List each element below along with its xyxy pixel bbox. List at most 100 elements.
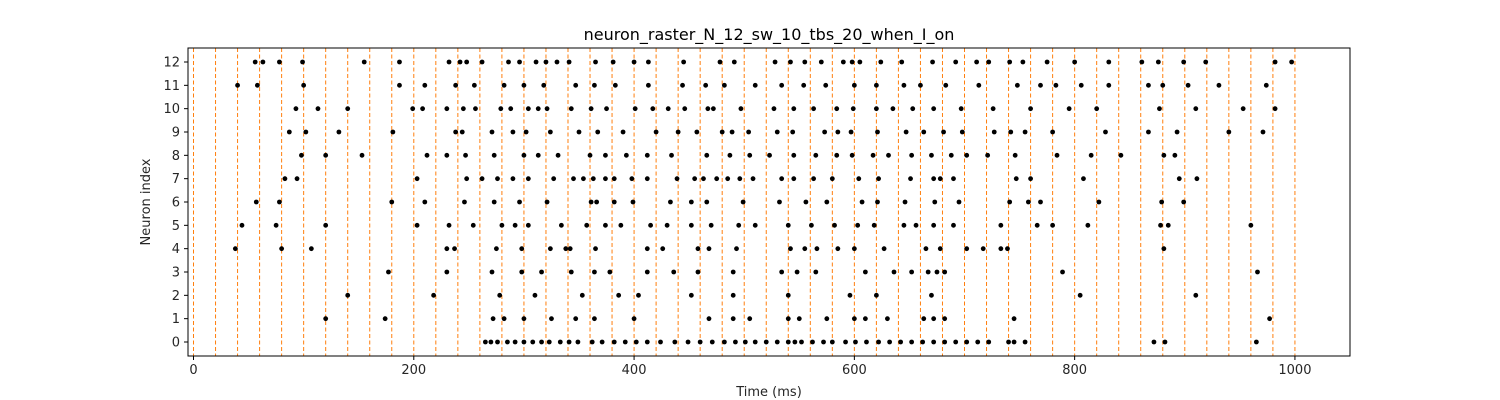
spike-point: [558, 222, 564, 228]
spike-point: [446, 59, 452, 65]
spike-point: [752, 82, 758, 88]
spike-point: [891, 269, 897, 275]
spike-point: [942, 269, 948, 275]
spike-point: [913, 222, 919, 228]
spike-point: [459, 129, 465, 135]
y-tick-label: 9: [172, 126, 180, 141]
spike-point: [918, 82, 923, 88]
spike-point: [668, 199, 673, 205]
spike-point: [1034, 222, 1040, 228]
spike-point: [665, 106, 671, 112]
spike-point: [648, 222, 653, 228]
spike-point: [535, 106, 541, 112]
spike-point: [774, 339, 780, 345]
spike-point: [752, 222, 758, 228]
spike-point: [853, 339, 858, 345]
spike-point: [1162, 339, 1168, 345]
spike-point: [551, 176, 557, 182]
spike-point: [898, 339, 904, 345]
spike-point: [595, 129, 601, 135]
spike-point: [671, 269, 677, 275]
spike-point: [695, 246, 701, 252]
spike-point: [736, 222, 742, 228]
spike-point: [557, 339, 563, 345]
spike-point: [422, 199, 428, 205]
spike-point: [779, 176, 785, 182]
spike-point: [813, 152, 819, 158]
spike-point: [856, 176, 862, 182]
spike-point: [921, 316, 927, 322]
spike-point: [1094, 106, 1100, 112]
spike-point: [725, 176, 731, 182]
spike-point: [730, 269, 736, 275]
spike-point: [633, 339, 639, 345]
spike-point: [685, 339, 691, 345]
spike-point: [533, 59, 539, 65]
spike-point: [701, 176, 706, 182]
spike-point: [731, 59, 737, 65]
chart-title: neuron_raster_N_12_sw_10_tbs_20_when_I_o…: [584, 25, 955, 45]
spike-point: [909, 269, 915, 275]
spike-point: [299, 152, 304, 158]
spike-point: [464, 59, 470, 65]
spike-point: [878, 59, 884, 65]
spike-point: [620, 129, 626, 135]
spike-point: [794, 269, 800, 275]
spike-point: [750, 176, 756, 182]
spike-point: [791, 176, 797, 182]
spike-point: [315, 106, 321, 112]
spike-point: [532, 292, 538, 298]
spike-point: [902, 199, 908, 205]
spike-point: [1066, 106, 1072, 112]
spike-point: [931, 316, 937, 322]
spike-point: [506, 59, 511, 65]
spike-point: [1176, 176, 1182, 182]
spike-point: [779, 269, 785, 275]
spike-point: [611, 176, 617, 182]
y-tick-label: 2: [172, 289, 180, 304]
spike-point: [471, 82, 477, 88]
spike-point: [1248, 222, 1254, 228]
spike-point: [705, 106, 711, 112]
x-axis-ticks: 0 200 400 600 800 1000: [189, 356, 1311, 378]
spike-point: [658, 339, 663, 345]
spike-point: [1216, 82, 1222, 88]
spike-point: [323, 152, 329, 158]
spike-point: [931, 339, 937, 345]
spike-point: [862, 269, 868, 275]
spike-point: [495, 339, 500, 345]
spike-point: [1272, 106, 1278, 112]
spike-point: [592, 82, 597, 88]
spike-point: [704, 152, 710, 158]
spike-point: [576, 129, 582, 135]
spike-point: [1161, 152, 1167, 158]
spike-point: [855, 222, 861, 228]
x-tick-label: 0: [189, 363, 197, 378]
spike-point: [779, 82, 785, 88]
spike-point: [821, 339, 826, 345]
spike-point: [721, 82, 727, 88]
spike-point: [498, 106, 504, 112]
spike-point: [796, 316, 802, 322]
spike-point: [857, 59, 863, 65]
spike-point: [623, 152, 629, 158]
spike-point: [785, 222, 791, 228]
spike-point: [323, 222, 329, 228]
spike-point: [588, 106, 594, 112]
spike-point: [875, 129, 880, 135]
spike-point: [811, 176, 817, 182]
spike-point: [303, 129, 309, 135]
spike-point: [273, 222, 279, 228]
spike-point: [730, 316, 736, 322]
spike-point: [849, 152, 855, 158]
spike-point: [848, 129, 854, 135]
spike-point: [491, 199, 497, 205]
spike-point: [1255, 269, 1260, 275]
spike-point: [959, 129, 965, 135]
spike-point: [587, 152, 593, 158]
spike-point: [235, 82, 240, 88]
spike-point: [517, 59, 522, 65]
spike-point: [834, 152, 840, 158]
spike-point: [929, 152, 934, 158]
spike-point: [887, 339, 893, 345]
